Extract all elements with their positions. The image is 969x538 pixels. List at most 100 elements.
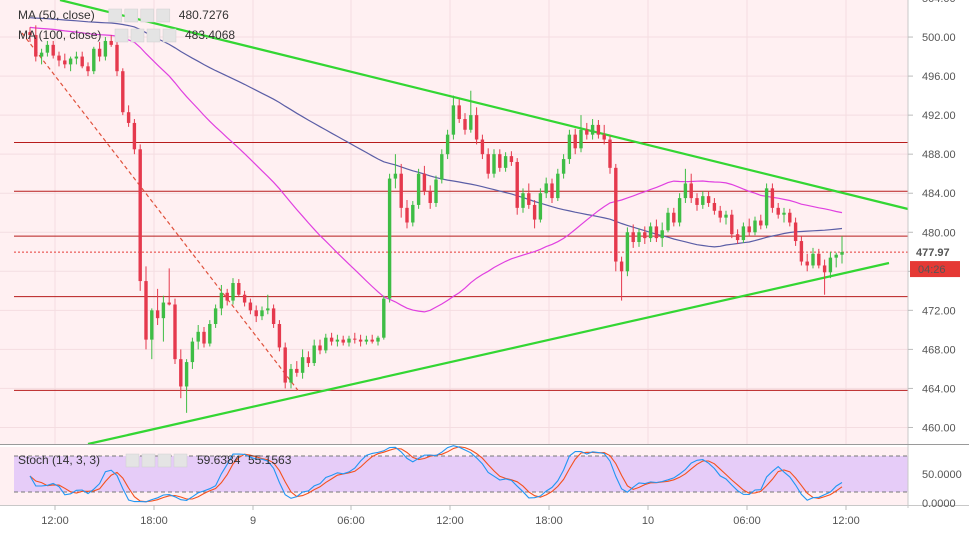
candle[interactable] [254,305,258,323]
candle[interactable] [45,40,50,57]
candle[interactable] [248,298,253,315]
candle[interactable] [196,324,200,350]
candle[interactable] [764,183,769,229]
candle[interactable] [683,168,688,203]
close-icon[interactable] [173,453,188,468]
candle[interactable] [353,332,357,344]
candle[interactable] [80,51,84,69]
candle[interactable] [86,62,90,77]
candle[interactable] [677,193,682,227]
candle[interactable] [393,154,398,189]
candle[interactable] [689,173,693,203]
candle[interactable] [219,284,224,316]
candle[interactable] [57,51,61,67]
candle[interactable] [405,200,409,229]
candle[interactable] [544,177,548,199]
candle[interactable] [474,107,479,145]
candle[interactable] [788,208,792,227]
candle[interactable] [672,207,676,227]
candle[interactable] [747,218,751,237]
candle[interactable] [121,68,125,116]
candle[interactable] [840,236,844,264]
candle[interactable] [602,124,606,145]
candle[interactable] [341,335,345,346]
candle[interactable] [701,191,705,209]
candle[interactable] [161,295,166,342]
candle[interactable] [103,37,108,61]
candle[interactable] [51,40,55,59]
candle[interactable] [759,214,763,230]
candle[interactable] [289,364,293,389]
candle[interactable] [190,337,195,369]
candle[interactable] [138,144,142,291]
candle[interactable] [666,207,670,233]
settings-icon[interactable] [130,28,145,43]
settings-icon[interactable] [141,453,156,468]
add-icon[interactable] [146,28,161,43]
candle[interactable] [370,334,374,344]
candle[interactable] [28,27,32,42]
candle[interactable] [822,259,827,295]
candle[interactable] [300,349,305,379]
candle[interactable] [492,149,496,178]
close-icon[interactable] [156,8,171,23]
candle[interactable] [237,279,241,297]
candle[interactable] [416,168,421,209]
candle[interactable] [155,288,160,325]
candle[interactable] [411,201,415,227]
candle[interactable] [173,298,177,365]
candle[interactable] [527,183,531,209]
candle[interactable] [643,226,647,244]
descending-trendline[interactable] [59,0,909,211]
candle[interactable] [167,268,171,306]
candle[interactable] [225,288,229,306]
candle[interactable] [805,253,809,272]
candle[interactable] [428,185,432,209]
candle[interactable] [706,191,711,207]
candle[interactable] [828,251,833,279]
candle[interactable] [515,158,519,215]
candle[interactable] [364,335,369,345]
dashed-trendline[interactable] [21,32,301,394]
candle[interactable] [718,205,722,223]
candle[interactable] [782,207,786,223]
candle[interactable] [445,129,450,160]
candle[interactable] [306,351,311,367]
candle[interactable] [92,46,96,75]
candle[interactable] [776,202,780,219]
candle[interactable] [144,266,148,350]
candle[interactable] [312,339,316,366]
candle[interactable] [179,349,183,399]
candle[interactable] [735,229,740,244]
candle[interactable] [532,200,537,229]
candle[interactable] [68,56,73,72]
candle[interactable] [619,256,624,301]
candle[interactable] [480,134,485,160]
candle[interactable] [109,35,113,47]
candle[interactable] [631,224,635,248]
candle[interactable] [97,41,102,62]
eye-icon[interactable] [114,28,129,43]
candle[interactable] [579,115,583,153]
candle[interactable] [770,183,775,213]
candle[interactable] [335,334,340,347]
candle[interactable] [561,154,566,179]
candle[interactable] [463,113,467,135]
candle[interactable] [498,149,502,172]
candle[interactable] [457,99,461,123]
candle[interactable] [469,90,473,133]
candle[interactable] [132,119,137,155]
candle[interactable] [590,119,595,140]
candle[interactable] [451,95,456,140]
candle[interactable] [295,361,299,377]
candle[interactable] [556,168,560,202]
candle[interactable] [660,222,664,247]
candle[interactable] [318,339,322,355]
candle[interactable] [208,320,212,347]
candle[interactable] [324,333,328,354]
candle[interactable] [573,128,577,155]
candle[interactable] [242,290,247,307]
candle[interactable] [637,228,641,247]
candle[interactable] [434,175,438,207]
